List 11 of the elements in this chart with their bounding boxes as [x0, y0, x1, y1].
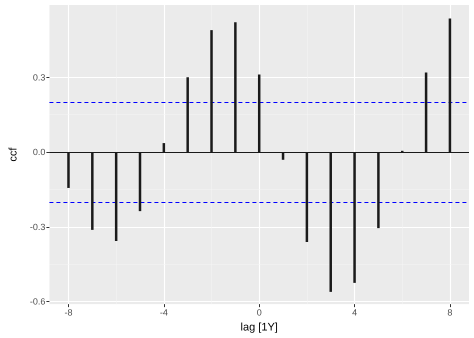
x-tick-label: 8 — [447, 308, 452, 318]
x-tick-label: 0 — [256, 308, 262, 318]
x-tick-label: -4 — [160, 308, 168, 318]
y-tick-label: 0.3 — [32, 72, 46, 82]
y-tick-label: -0.3 — [30, 222, 46, 232]
x-axis-title: lag [1Y] — [240, 322, 278, 334]
y-axis-title: ccf — [8, 146, 20, 162]
x-tick-label: 4 — [352, 308, 358, 318]
x-tick-label: -8 — [64, 308, 72, 318]
y-tick-label: 0.0 — [32, 147, 46, 158]
y-tick-label: -0.6 — [30, 296, 46, 307]
